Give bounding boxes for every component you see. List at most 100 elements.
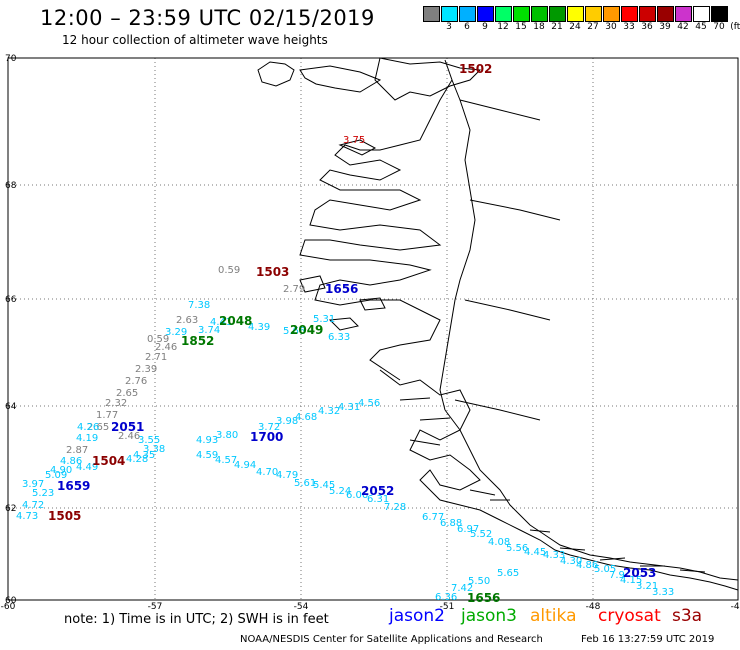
lat-tick-label: 64 xyxy=(5,402,17,412)
wave-height-value: 3.72 xyxy=(258,422,280,433)
wave-height-value: 4.93 xyxy=(196,435,218,446)
credit-line: NOAA/NESDIS Center for Satellite Applica… xyxy=(240,634,543,645)
scale-swatch xyxy=(495,6,512,22)
pass-time-label: 1656 xyxy=(325,282,358,296)
wave-height-value: 4.45 xyxy=(524,547,546,558)
wave-height-value: 5.50 xyxy=(468,576,490,587)
coastline-central-islands xyxy=(299,139,386,331)
scale-label: 45 xyxy=(695,22,707,32)
wave-height-value: 5.66 xyxy=(283,326,305,337)
scale-swatch xyxy=(459,6,476,22)
lat-tick-label: 62 xyxy=(5,504,16,514)
scale-swatch xyxy=(621,6,638,22)
scale-swatch xyxy=(585,6,602,22)
wave-height-labels: 3.75 0.59 2.79 7.38 2.63 4.41 5.31 6.33 3.29 3.74… xyxy=(0,0,674,603)
wave-height-value: 2.87 xyxy=(66,445,88,456)
lon-tick-label: -45 xyxy=(731,602,740,612)
scale-label: 21 xyxy=(551,22,563,32)
coastline-fjord-branches xyxy=(399,397,706,573)
wave-height-value: 5.24 xyxy=(329,486,351,497)
coastline-upper-fjords xyxy=(299,59,453,381)
wave-height-value: 3.29 xyxy=(165,327,187,338)
pass-time-label: 1503 xyxy=(256,265,289,279)
wave-height-value: 4.39 xyxy=(248,322,270,333)
wave-height-value: 2.79 xyxy=(283,284,305,295)
wave-height-value: 6.97 xyxy=(457,524,479,535)
wave-height-value: 4.35 xyxy=(133,450,155,461)
wave-height-value: 2.63 xyxy=(176,315,198,326)
pass-time-label: 1852 xyxy=(181,334,214,348)
scale-label: 12 xyxy=(497,22,509,32)
pass-time-label: 1656 xyxy=(467,591,500,605)
scale-swatch xyxy=(423,6,440,22)
page-subtitle: 12 hour collection of altimeter wave hei… xyxy=(62,33,328,47)
lon-tick-label: -54 xyxy=(294,602,309,612)
wave-height-value: 2.65 xyxy=(87,422,109,433)
wave-height-value: 6.06 xyxy=(346,490,368,501)
lon-tick-label: -60 xyxy=(1,602,16,612)
wave-height-value: 3.74 xyxy=(198,325,220,336)
scale-label: 18 xyxy=(533,22,545,32)
mission-label: altika xyxy=(530,606,577,626)
coastline-middle-fjords xyxy=(379,369,739,591)
wave-height-value: 3.75 xyxy=(343,135,365,146)
wave-height-value: 7.28 xyxy=(384,502,406,513)
pass-time-label: 2052 xyxy=(361,484,394,498)
wave-height-value: 4.33 xyxy=(543,550,565,561)
axis-labels: 70 68 66 64 62 60-60 -57 -54 -51 -48 -45 xyxy=(1,54,740,612)
wave-height-value: 4.86 xyxy=(576,560,598,571)
pass-time-label: 1659 xyxy=(57,479,90,493)
wave-height-value: 5.05 xyxy=(594,564,616,575)
scale-label: 70 xyxy=(713,22,725,32)
wave-height-value: 6.77 xyxy=(422,512,444,523)
wave-height-value: 4.28 xyxy=(126,454,148,465)
wave-height-value: 5.23 xyxy=(32,488,54,499)
wave-height-value: 1.77 xyxy=(96,410,118,421)
wave-height-value: 5.61 xyxy=(294,478,316,489)
wave-height-value: 5.65 xyxy=(497,568,519,579)
wave-height-value: 5.45 xyxy=(313,480,335,491)
wave-height-value: 4.30 xyxy=(560,556,582,567)
scale-swatch xyxy=(441,6,458,22)
coastline-inner-ice-edge xyxy=(439,79,476,411)
scale-label: 39 xyxy=(659,22,671,32)
scale-label: 36 xyxy=(641,22,653,32)
wave-height-value: 2.46 xyxy=(118,431,140,442)
map-frame xyxy=(7,57,739,601)
lon-tick-label: -48 xyxy=(586,602,601,612)
wave-height-value: 2.46 xyxy=(155,342,177,353)
pass-time-label: 1700 xyxy=(250,430,283,444)
mission-label: jason2 xyxy=(389,606,445,626)
wave-height-value: 7.42 xyxy=(451,583,473,594)
wave-height-value: 3.80 xyxy=(216,430,238,441)
wave-height-value: 4.49 xyxy=(76,462,98,473)
scale-swatch xyxy=(567,6,584,22)
pass-time-label: 1505 xyxy=(48,509,81,523)
wave-height-value: 4.68 xyxy=(295,412,317,423)
wave-height-value: 3.97 xyxy=(22,479,44,490)
page-title: 12:00 – 23:59 UTC 02/15/2019 xyxy=(40,6,375,30)
wave-height-value: 2.65 xyxy=(116,388,138,399)
wave-height-value: 4.59 xyxy=(196,450,218,461)
wave-height-value: 5.31 xyxy=(313,314,335,325)
scale-swatch xyxy=(657,6,674,22)
wave-height-value: 2.32 xyxy=(105,398,127,409)
scale-swatch xyxy=(549,6,566,22)
lat-tick-label: 66 xyxy=(5,295,17,305)
scale-swatch xyxy=(603,6,620,22)
pass-time-label: 2051 xyxy=(111,420,144,434)
pass-time-label: 1504 xyxy=(92,454,125,468)
wave-height-value: 4.56 xyxy=(358,398,380,409)
scale-label: 27 xyxy=(587,22,599,32)
wave-height-value: 6.33 xyxy=(328,332,350,343)
scale-swatch xyxy=(513,6,530,22)
scale-swatch xyxy=(477,6,494,22)
coastline-north-shore xyxy=(299,65,382,93)
coastline-north-island xyxy=(257,61,295,87)
wave-height-value: 0.59 xyxy=(218,265,240,276)
scale-swatch xyxy=(693,6,710,22)
scale-label: 9 xyxy=(482,22,488,32)
wave-height-value: 4.86 xyxy=(60,456,82,467)
wave-height-value: 2.71 xyxy=(145,352,167,363)
wave-height-value: 6.88 xyxy=(440,518,462,529)
